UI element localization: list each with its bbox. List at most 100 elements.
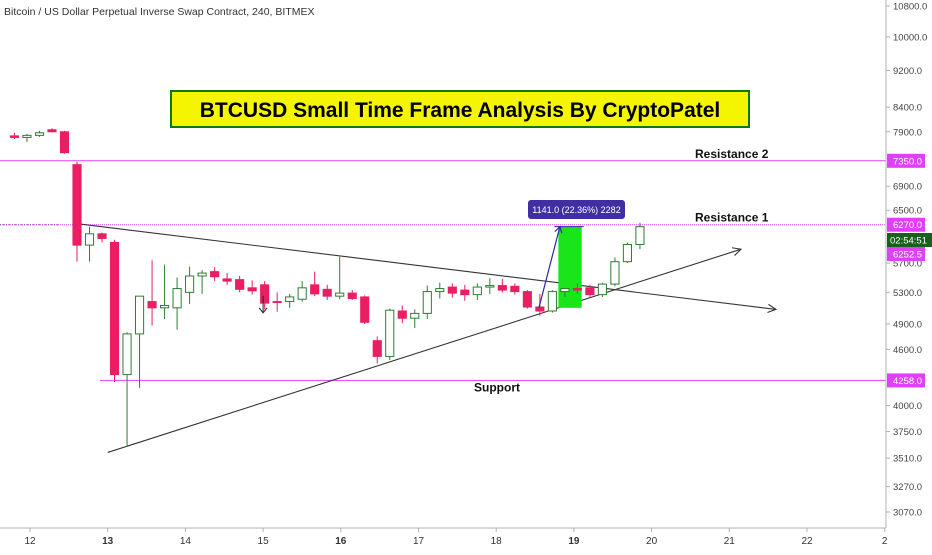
trend-line[interactable] <box>80 223 776 310</box>
candle[interactable] <box>497 278 507 293</box>
candle-body <box>360 296 370 323</box>
candle[interactable] <box>385 308 395 360</box>
candle[interactable] <box>510 283 520 295</box>
y-tick-label: 6500.0 <box>893 206 922 217</box>
candle[interactable] <box>272 292 282 312</box>
candle[interactable] <box>97 232 107 243</box>
candle[interactable] <box>47 128 57 133</box>
candle[interactable] <box>84 226 95 262</box>
trend-arrowhead <box>767 303 778 314</box>
candle[interactable] <box>372 336 382 364</box>
candle[interactable] <box>622 242 633 264</box>
candle[interactable] <box>485 278 495 294</box>
candle[interactable] <box>147 260 157 326</box>
price-badge-label: 6270.0 <box>893 220 922 231</box>
x-tick-label: 14 <box>180 536 192 547</box>
candle-body <box>485 285 495 288</box>
candle-body <box>635 226 645 245</box>
candle[interactable] <box>360 295 370 324</box>
candle[interactable] <box>310 271 320 297</box>
candle[interactable] <box>560 287 570 297</box>
candle[interactable] <box>572 283 582 294</box>
candle[interactable] <box>585 284 595 297</box>
candle[interactable] <box>435 282 445 299</box>
candle[interactable] <box>297 281 307 302</box>
candle[interactable] <box>460 284 470 301</box>
candle[interactable] <box>397 305 407 324</box>
candle-body <box>497 285 507 291</box>
candle-body <box>385 309 395 357</box>
y-tick-label: 6900.0 <box>893 182 922 193</box>
candle-body <box>460 289 470 296</box>
candle-body <box>9 135 20 138</box>
candle[interactable] <box>22 133 32 143</box>
candle[interactable] <box>247 280 257 295</box>
y-tick-label: 5300.0 <box>893 288 922 299</box>
candle[interactable] <box>597 282 607 297</box>
timer-label: 02:54:51 <box>890 236 927 247</box>
candle[interactable] <box>34 130 45 137</box>
candle-body <box>435 288 445 293</box>
candle-body <box>522 291 532 308</box>
trend-line[interactable] <box>107 248 742 453</box>
measure-label-box <box>528 200 625 219</box>
candle[interactable] <box>222 273 232 285</box>
title-banner <box>170 90 750 128</box>
x-tick-label: 17 <box>413 536 425 547</box>
candle[interactable] <box>322 284 332 301</box>
candle-body <box>472 286 482 296</box>
candle[interactable] <box>172 277 182 330</box>
candle-body <box>210 271 220 278</box>
candle-body <box>285 296 295 303</box>
candle[interactable] <box>522 290 532 309</box>
measure-label: 1141.0 (22.36%) 2282 <box>532 205 620 215</box>
candle[interactable] <box>472 283 482 301</box>
candle[interactable] <box>447 283 457 298</box>
candle[interactable] <box>134 295 145 388</box>
candle-body <box>310 284 320 295</box>
candle-body <box>172 288 182 309</box>
price-badge-label: 4258.0 <box>893 376 922 387</box>
candle[interactable] <box>9 132 20 139</box>
candle-body <box>372 340 382 357</box>
candle[interactable] <box>610 257 620 287</box>
x-tick-label: 13 <box>102 536 114 547</box>
candle[interactable] <box>260 281 270 310</box>
candle[interactable] <box>185 266 195 304</box>
measure-arrow <box>538 226 561 308</box>
candle[interactable] <box>422 285 432 320</box>
y-tick-label: 10800.0 <box>893 2 927 13</box>
x-tick-label: 2 <box>882 536 888 547</box>
candle[interactable] <box>235 275 245 293</box>
candle[interactable] <box>635 222 645 250</box>
candle[interactable] <box>347 290 357 301</box>
candle[interactable] <box>335 256 345 300</box>
candle-body <box>422 291 432 314</box>
price-axis[interactable] <box>886 0 932 528</box>
candle-body <box>197 272 207 277</box>
candle-body <box>572 288 582 291</box>
candle[interactable] <box>160 264 170 320</box>
candle[interactable] <box>197 270 207 294</box>
time-axis[interactable]: 12 13 14 15 16 17 18 19 20 21 22 2 <box>24 528 888 547</box>
y-tick-label: 4600.0 <box>893 345 922 356</box>
candle[interactable] <box>109 239 120 383</box>
candle[interactable] <box>122 332 132 446</box>
candle[interactable] <box>285 293 295 308</box>
candle[interactable] <box>72 161 82 262</box>
level-label: Support <box>474 380 520 394</box>
level-label: Resistance 1 <box>695 211 769 225</box>
candle-body <box>72 164 82 246</box>
candle-body <box>535 306 545 312</box>
symbol-title: Bitcoin / US Dollar Perpetual Inverse Sw… <box>4 6 314 18</box>
candle[interactable] <box>547 290 557 313</box>
candle[interactable] <box>59 130 70 154</box>
candle-body <box>447 286 457 294</box>
x-tick-label: 12 <box>24 536 36 547</box>
candle[interactable] <box>210 267 220 282</box>
x-tick-label: 18 <box>491 536 503 547</box>
candle[interactable] <box>410 309 420 329</box>
candle-body <box>109 241 120 376</box>
